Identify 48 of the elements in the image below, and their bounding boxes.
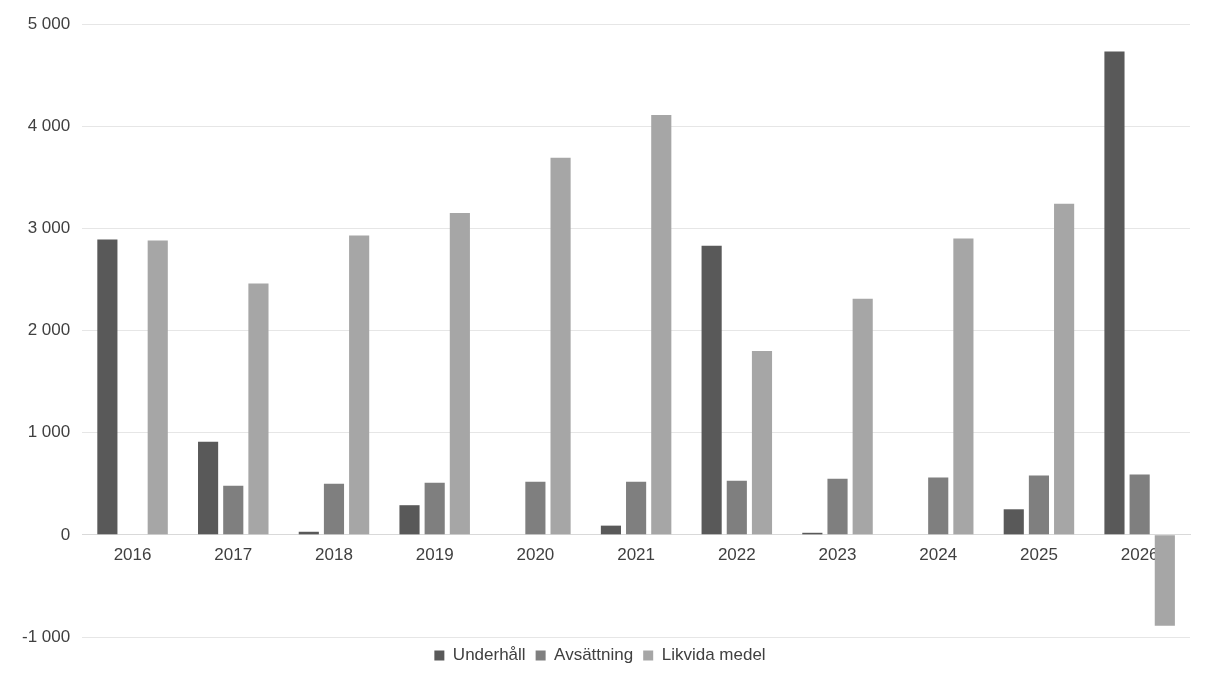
- legend-label: Avsättning: [554, 645, 634, 665]
- x-tick-label: 2016: [113, 544, 152, 564]
- legend-label: Likvida medel: [661, 645, 766, 665]
- y-tick-label: 5 000: [27, 13, 71, 33]
- x-tick-label: 2021: [617, 544, 656, 564]
- bar: [1154, 535, 1175, 626]
- bar: [449, 213, 470, 535]
- bar: [701, 245, 722, 535]
- bar: [626, 481, 647, 535]
- bar: [827, 478, 848, 535]
- bar: [399, 505, 420, 535]
- bar: [1129, 474, 1150, 535]
- bar: [525, 481, 546, 535]
- bar: [223, 485, 244, 535]
- x-tick-label: 2022: [717, 544, 756, 564]
- x-tick-label: 2020: [516, 544, 555, 564]
- x-tick-label: 2019: [415, 544, 454, 564]
- x-tick-label: 2023: [818, 544, 857, 564]
- bar: [248, 283, 269, 535]
- y-tick-label: -1 000: [22, 626, 71, 646]
- bar: [198, 441, 219, 535]
- y-tick-label: 3 000: [27, 218, 71, 238]
- bar: [323, 483, 345, 535]
- bar: [953, 238, 974, 535]
- y-tick-label: 1 000: [27, 422, 71, 442]
- bar: [97, 239, 118, 535]
- bar: [726, 480, 747, 535]
- bar: [1003, 509, 1024, 535]
- y-tick-label: 4 000: [27, 115, 71, 135]
- x-tick-label: 2024: [919, 544, 958, 564]
- bar: [600, 525, 621, 535]
- bar: [349, 235, 370, 535]
- legend-label: Underhåll: [452, 645, 526, 665]
- x-tick-label: 2018: [315, 544, 353, 564]
- bar: [424, 482, 445, 535]
- y-tick-label: 0: [60, 524, 71, 544]
- bar: [928, 477, 949, 535]
- y-tick-label: 2 000: [27, 320, 71, 340]
- bar: [1028, 475, 1050, 535]
- bar: [147, 240, 168, 535]
- x-tick-label: 2017: [214, 544, 253, 564]
- x-tick-label: 2025: [1020, 544, 1058, 564]
- bar: [751, 350, 773, 535]
- bar: [651, 114, 672, 535]
- bar: [1104, 51, 1125, 535]
- bar: [1054, 203, 1075, 535]
- bar: [852, 298, 873, 535]
- bar: [550, 157, 571, 535]
